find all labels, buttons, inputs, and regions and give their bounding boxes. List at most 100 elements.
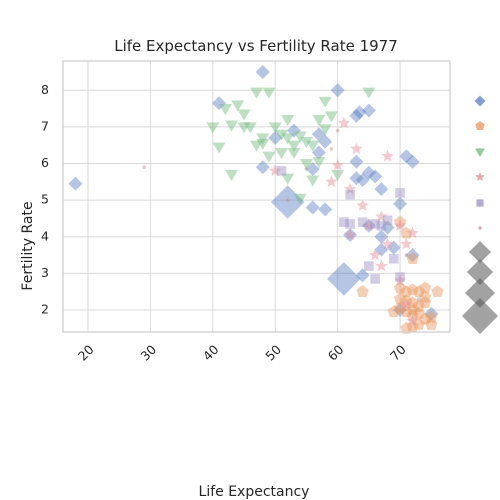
triangle-point (281, 173, 295, 185)
triangle-point (362, 87, 376, 99)
pentagon-point (406, 296, 419, 308)
diamond-point (361, 103, 376, 118)
star-point (375, 210, 388, 222)
star-point (406, 314, 419, 327)
pentagon-point (393, 215, 407, 228)
diamond-point (393, 303, 408, 318)
diamond-point (255, 64, 270, 79)
pentagon-point (412, 299, 425, 312)
triangle-point (299, 137, 313, 149)
pentagon-point (393, 301, 407, 314)
triangle-point (299, 158, 313, 171)
square-point (382, 215, 393, 226)
triangle-point (250, 140, 263, 152)
pentagon-point (393, 281, 407, 294)
triangle-point (287, 140, 301, 152)
diamond-point (405, 154, 420, 169)
dot-point (416, 297, 421, 301)
pentagon-point (356, 285, 369, 297)
triangle-point (237, 122, 251, 134)
diamond-point (286, 123, 301, 138)
square-point (345, 219, 355, 229)
star-point (393, 219, 407, 232)
pentagon-point (431, 285, 444, 297)
diamond-point (318, 134, 333, 149)
triangle-point (256, 133, 270, 145)
pentagon-point (406, 283, 419, 296)
triangle-point (218, 104, 232, 116)
triangle-point (318, 96, 332, 108)
plot-frame (62, 60, 451, 333)
triangle-point (237, 109, 251, 121)
legend-size-marker (469, 241, 491, 263)
square-point (364, 261, 374, 271)
pentagon-point (418, 296, 432, 308)
diamond-point (405, 248, 420, 263)
diamond-point (374, 182, 389, 197)
data-points (68, 64, 444, 334)
legend-star-marker (475, 172, 485, 182)
y-tick-label: 2 (41, 302, 49, 317)
triangle-point (287, 148, 301, 160)
square-point (376, 220, 387, 231)
triangle-point (206, 122, 220, 134)
x-tick-label: 30 (137, 342, 159, 364)
triangle-point (312, 115, 326, 127)
triangle-point (306, 140, 320, 152)
pentagon-point (400, 321, 413, 334)
diamond-point (318, 202, 333, 217)
diamond-point (270, 185, 305, 219)
diamond-point (355, 268, 370, 283)
pentagon-point (406, 320, 419, 332)
square-point (339, 217, 349, 227)
diamond-point (305, 162, 320, 177)
star-point (406, 226, 419, 239)
star-point (375, 259, 388, 272)
star-point (381, 149, 394, 162)
legend-dot-marker (478, 226, 482, 230)
star-point (325, 175, 338, 188)
dot-point (329, 147, 334, 151)
triangle-point (293, 131, 307, 143)
triangle-point (274, 148, 288, 160)
diamond-point (327, 262, 361, 296)
dot-point (404, 253, 409, 257)
diamond-point (374, 229, 389, 244)
triangle-point (318, 124, 332, 136)
square-point (357, 217, 368, 227)
triangle-point (262, 87, 276, 99)
chart-title: Life Expectancy vs Fertility Rate 1977 (114, 37, 398, 55)
diamond-point (361, 218, 376, 233)
diamond-point (352, 105, 367, 120)
y-tick-label: 8 (41, 82, 49, 97)
triangle-point (281, 115, 295, 127)
star-point (350, 142, 363, 155)
legend-diamond-marker (474, 95, 486, 107)
square-point (389, 253, 399, 264)
diamond-point (255, 160, 270, 175)
pentagon-point (418, 281, 432, 294)
square-point (370, 219, 380, 229)
star-point (362, 219, 376, 232)
pentagon-point (412, 318, 425, 330)
diamond-point (355, 173, 370, 188)
dot-point (304, 167, 309, 171)
diamond-point (424, 306, 439, 321)
pentagon-point (400, 285, 413, 297)
triangle-point (268, 122, 282, 134)
pentagon-point (418, 312, 432, 325)
triangle-point (225, 120, 239, 132)
star-point (337, 116, 351, 129)
legend-square-marker (476, 199, 484, 207)
triangle-point (281, 133, 295, 145)
dot-point (142, 165, 146, 170)
pentagon-point (400, 294, 413, 307)
y-tick-label: 7 (41, 118, 49, 133)
star-point (343, 228, 357, 241)
y-tick-label: 5 (41, 192, 49, 207)
diamond-point (374, 242, 389, 257)
dot-point (285, 198, 290, 202)
pentagon-point (400, 226, 413, 239)
triangle-point (212, 142, 226, 154)
dot-point (335, 128, 340, 133)
